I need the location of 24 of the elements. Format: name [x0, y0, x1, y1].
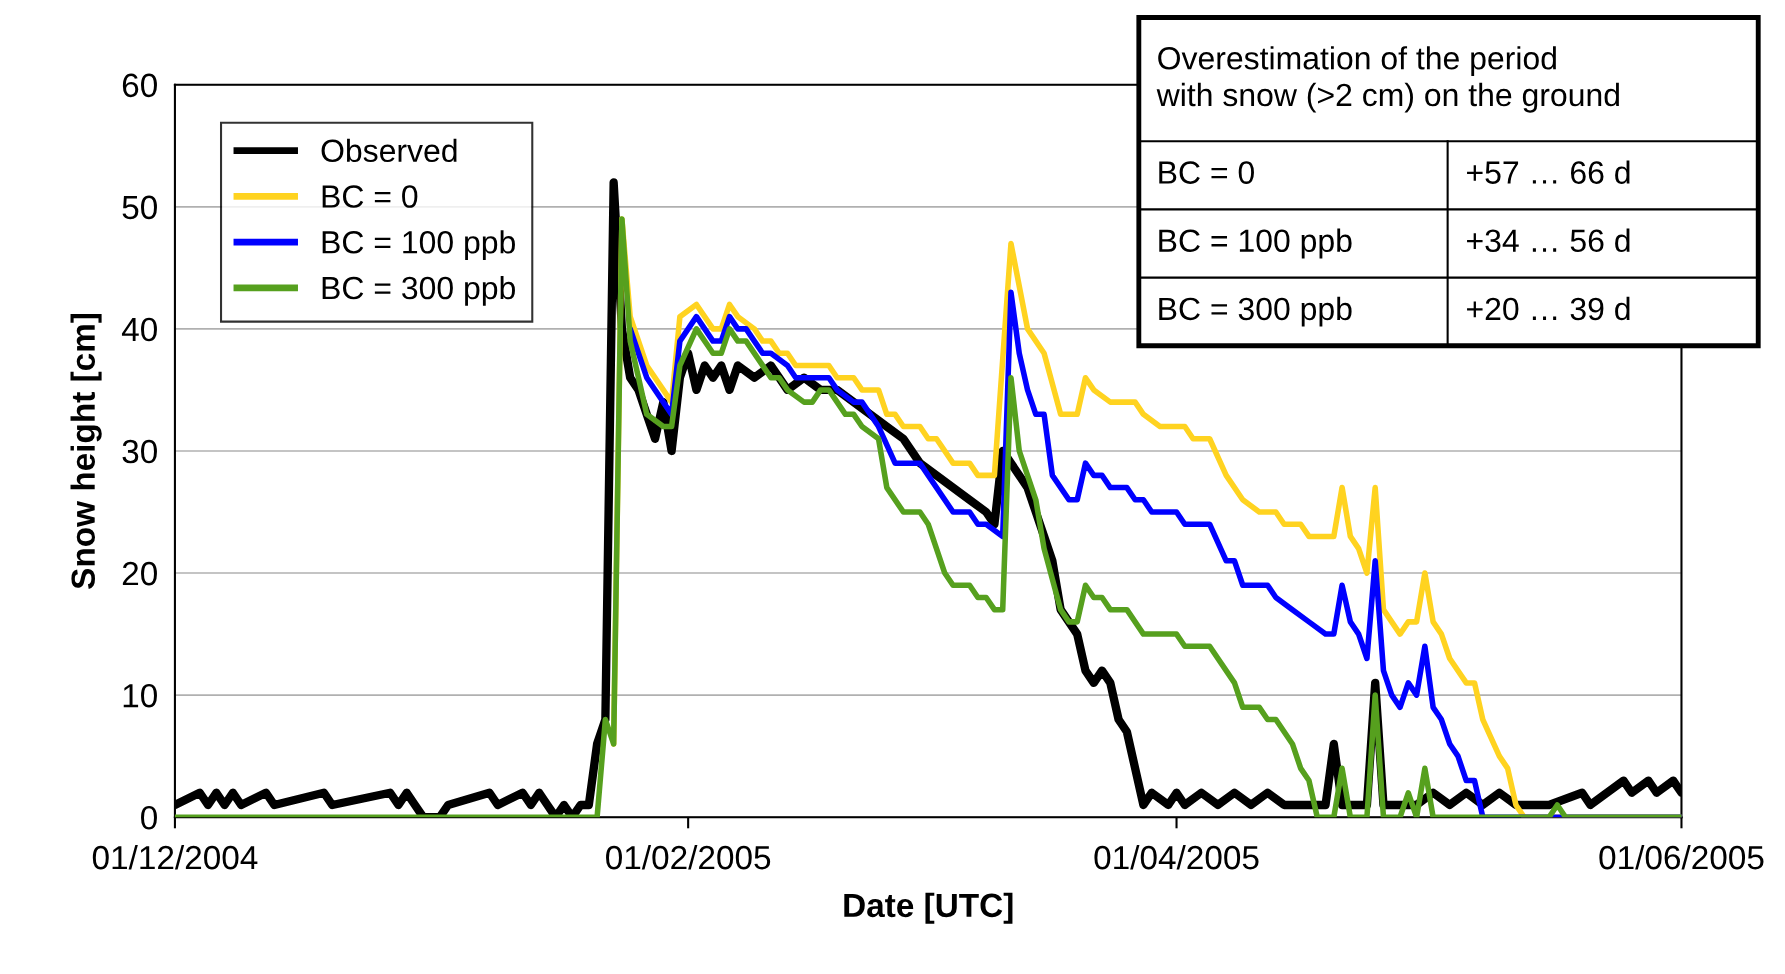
legend-label: BC = 300 ppb — [322, 275, 515, 306]
x-axis-title: Date [UTC] — [844, 892, 1013, 924]
x-tick-label: 01/12/2004 — [92, 844, 258, 870]
y-axis-title: Snow height [cm] — [70, 313, 102, 589]
y-tick-label: 50 — [122, 195, 157, 220]
annotation: +34 … 56 d — [1467, 228, 1630, 253]
y-tick-label: 10 — [123, 683, 157, 708]
annotation: +20 … 39 d — [1467, 296, 1630, 321]
annotation: BC = 300 ppb — [1159, 296, 1352, 327]
legend-label: BC = 0 — [322, 185, 418, 208]
annotation: BC = 100 ppb — [1159, 228, 1352, 259]
x-tick-label: 01/02/2005 — [606, 844, 771, 870]
y-tick-label: 60 — [122, 73, 157, 98]
annotation: BC = 0 — [1159, 161, 1254, 184]
y-tick-label: 30 — [122, 439, 157, 464]
x-tick-label: 01/06/2005 — [1599, 844, 1764, 870]
legend-label: Observed — [321, 138, 457, 163]
legend-label: BC = 100 ppb — [322, 230, 515, 260]
y-tick-label: 40 — [121, 317, 157, 342]
x-tick-label: 01/04/2005 — [1094, 844, 1259, 870]
annotation: Overestimation of the period with snow (>2 cm) on the ground — [1156, 46, 1619, 113]
annotation: +57 … 66 d — [1467, 160, 1630, 184]
y-tick-label: 0 — [141, 805, 157, 830]
y-tick-label: 20 — [122, 561, 157, 586]
